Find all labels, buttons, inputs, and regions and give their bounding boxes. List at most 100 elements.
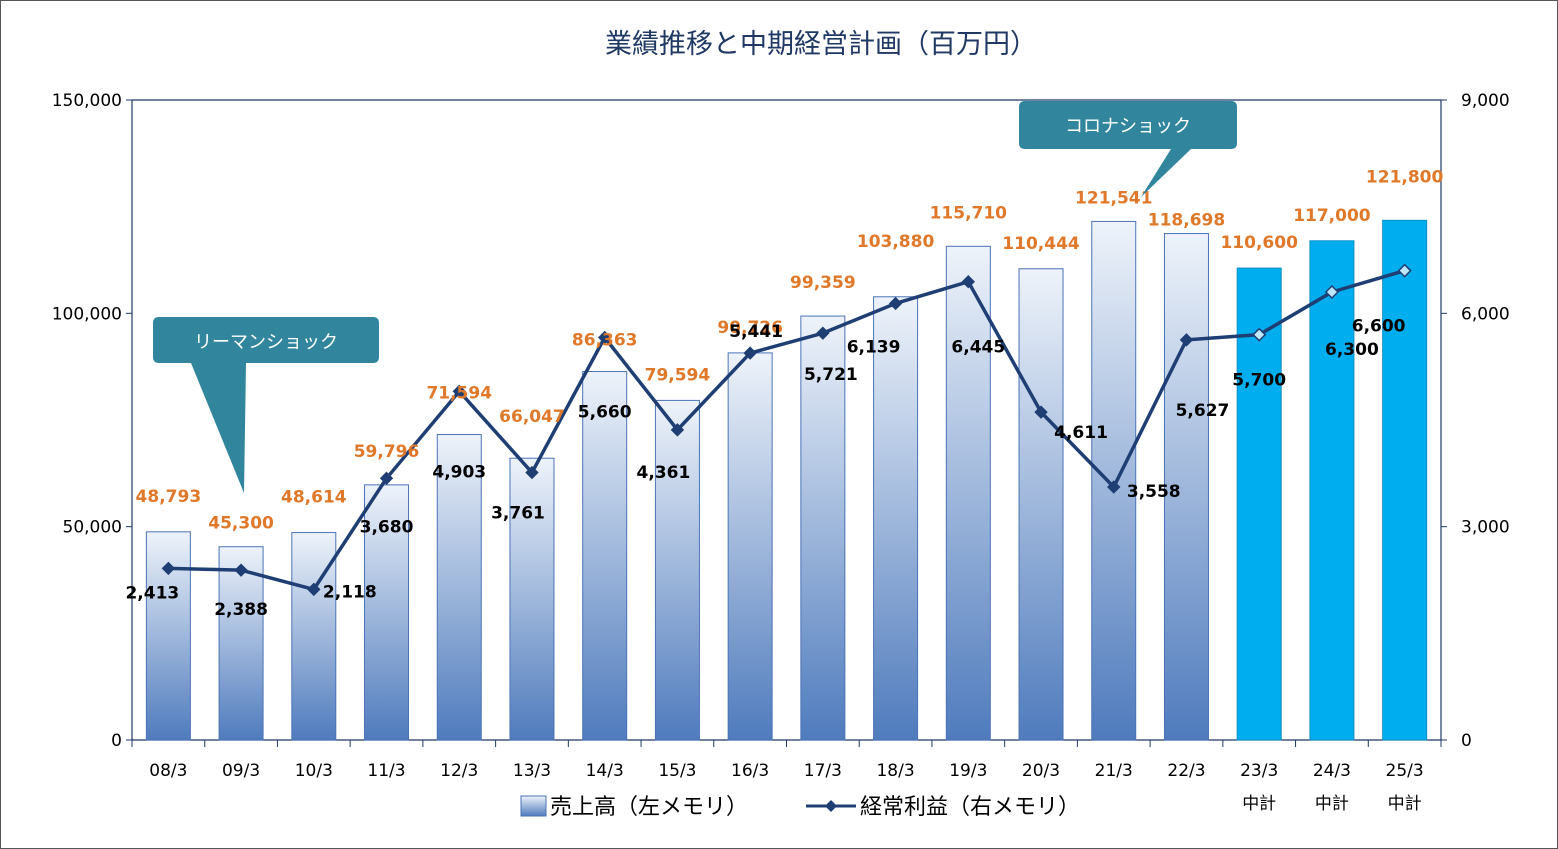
sales-value-label: 117,000 <box>1293 206 1371 226</box>
sales-value-label: 48,614 <box>281 488 347 508</box>
sales-value-label: 121,800 <box>1366 167 1444 187</box>
profit-value-label: 5,441 <box>729 322 783 342</box>
profit-marker <box>379 471 394 486</box>
profit-marker <box>1107 480 1121 494</box>
profit-value-label: 5,721 <box>804 365 858 385</box>
sales-value-label: 118,698 <box>1148 211 1225 231</box>
profit-value-label: 2,118 <box>323 582 377 602</box>
x-tick-label: 24/3 <box>1313 761 1351 781</box>
legend-label-profit: 経常利益（右メモリ） <box>860 795 1080 820</box>
sales-bar <box>1382 219 1428 741</box>
x-plan-label: 中計 <box>1315 794 1349 814</box>
sales-value-label: 110,444 <box>1002 234 1080 254</box>
x-tick-label: 23/3 <box>1240 761 1278 781</box>
callout-corona-label: コロナショック <box>1065 116 1191 137</box>
legend-swatch-profit-marker <box>825 800 837 812</box>
x-tick-label: 19/3 <box>949 761 987 781</box>
profit-marker <box>743 346 757 360</box>
x-tick-label: 15/3 <box>658 761 696 781</box>
profit-value-label: 6,300 <box>1325 340 1379 360</box>
profit-value-label: 3,680 <box>360 517 414 537</box>
sales-value-label: 110,600 <box>1220 233 1298 253</box>
left-tick-label: 50,000 <box>63 518 122 538</box>
sales-value-label: 103,880 <box>857 232 935 252</box>
profit-value-label: 5,700 <box>1232 371 1286 391</box>
profit-value-label: 5,627 <box>1176 401 1230 421</box>
profit-marker <box>1324 284 1339 300</box>
x-tick-label: 10/3 <box>295 761 333 781</box>
sales-bar <box>1163 233 1209 741</box>
profit-value-label: 4,361 <box>637 463 691 483</box>
callout-lehman-shape <box>153 317 379 493</box>
legend: 売上高（左メモリ） 経常利益（右メモリ） <box>520 795 1080 820</box>
profit-marker <box>670 423 685 437</box>
sales-value-label: 90,726 <box>717 318 783 338</box>
callout-corona-shape <box>1019 101 1237 197</box>
x-tick-label: 20/3 <box>1022 761 1060 781</box>
sales-bar <box>436 434 482 741</box>
callout-lehman: リーマンショック <box>153 317 379 493</box>
x-tick-label: 22/3 <box>1167 761 1205 781</box>
sales-bar <box>873 296 919 741</box>
sales-bar <box>1309 240 1355 741</box>
legend-item-sales: 売上高（左メモリ） <box>520 795 748 820</box>
sales-value-label: 121,541 <box>1075 188 1152 208</box>
sales-bar <box>1018 268 1064 741</box>
profit-line <box>161 263 1412 597</box>
profit-marker <box>525 465 539 480</box>
x-tick-label: 18/3 <box>876 761 914 781</box>
x-tick-label: 21/3 <box>1095 761 1133 781</box>
profit-value-label: 2,413 <box>125 583 179 603</box>
legend-swatch-sales <box>520 795 547 817</box>
x-tick-label: 09/3 <box>222 761 260 781</box>
x-tick-label: 14/3 <box>586 761 624 781</box>
profit-value-label: 4,611 <box>1054 423 1108 443</box>
x-tick-label: 25/3 <box>1386 761 1424 781</box>
x-tick-label: 11/3 <box>367 761 405 781</box>
right-tick-label: 3,000 <box>1461 518 1510 538</box>
sales-bar <box>654 399 700 741</box>
left-tick-label: 0 <box>111 731 122 751</box>
sales-bar <box>218 546 264 741</box>
profit-marker <box>161 561 176 576</box>
x-tick-label: 12/3 <box>440 761 478 781</box>
left-tick-label: 150,000 <box>52 91 122 111</box>
right-tick-label: 0 <box>1461 731 1472 751</box>
profit-value-label: 6,445 <box>951 338 1005 358</box>
sales-value-label: 66,047 <box>499 407 565 427</box>
left-tick-label: 100,000 <box>52 304 122 324</box>
callout-corona: コロナショック <box>1019 101 1237 197</box>
x-plan-label: 中計 <box>1242 794 1276 814</box>
sales-bar <box>1236 267 1282 741</box>
right-tick-label: 6,000 <box>1461 304 1510 324</box>
chart-title: 業績推移と中期経営計画（百万円） <box>605 29 1037 60</box>
x-plan-label: 中計 <box>1388 794 1422 814</box>
legend-label-sales: 売上高（左メモリ） <box>550 795 748 820</box>
profit-value-label: 2,388 <box>214 600 268 620</box>
profit-marker <box>1252 327 1267 342</box>
sales-value-label: 99,359 <box>790 273 856 293</box>
sales-bar <box>727 352 773 741</box>
profit-value-label: 3,558 <box>1127 482 1181 502</box>
sales-value-label: 71,594 <box>426 384 492 404</box>
profit-marker <box>961 274 976 289</box>
sales-bar <box>509 457 555 741</box>
sales-bar <box>800 315 846 741</box>
profit-marker <box>888 296 903 311</box>
profit-value-label: 6,600 <box>1352 317 1406 337</box>
x-tick-label: 13/3 <box>513 761 551 781</box>
sales-value-label: 59,796 <box>354 442 420 462</box>
right-tick-label: 9,000 <box>1461 91 1510 111</box>
profit-marker <box>1034 405 1048 419</box>
sales-bar <box>582 371 628 741</box>
x-tick-label: 17/3 <box>804 761 842 781</box>
profit-marker <box>307 582 321 597</box>
x-tick-label: 08/3 <box>149 761 187 781</box>
profit-value-label: 5,660 <box>578 403 632 423</box>
sales-value-label: 45,300 <box>208 514 274 534</box>
axes: 0 50,000 100,000 150,000 0 3,000 6,000 9,000 08/… <box>52 91 1510 814</box>
profit-value-label: 6,139 <box>847 337 901 357</box>
profit-marker <box>597 330 612 345</box>
